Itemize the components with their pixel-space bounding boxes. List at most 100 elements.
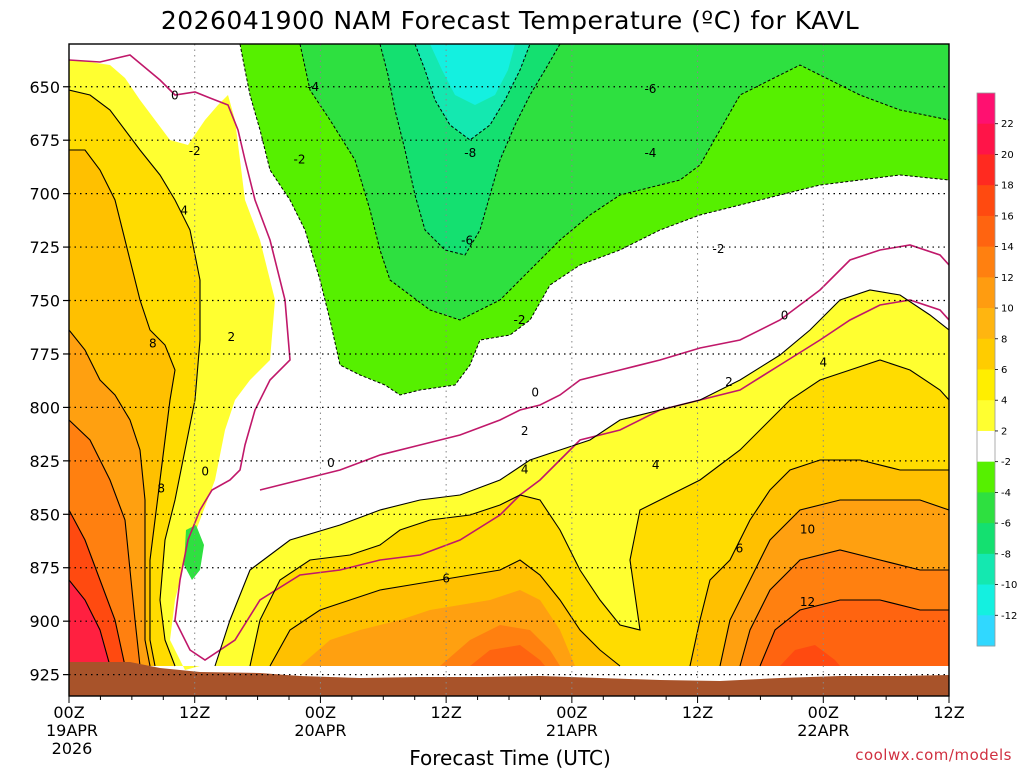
colorbar-label: -2 xyxy=(1001,457,1011,468)
y-tick-label: 725 xyxy=(29,238,60,257)
x-tick-label: 12Z xyxy=(933,703,964,722)
contour-label: 8 xyxy=(149,336,157,350)
colorbar-label: 10 xyxy=(1001,304,1014,315)
colorbar-label: 14 xyxy=(1001,242,1014,253)
x-tick-label: 12Z xyxy=(682,703,713,722)
colorbar-label: 20 xyxy=(1001,150,1014,161)
x-tick-label: 00Z xyxy=(808,703,839,722)
x-tick-label: 2026 xyxy=(52,739,93,758)
black-contours xyxy=(69,89,949,667)
colorbar-label: 22 xyxy=(1001,119,1014,130)
y-tick-label: 925 xyxy=(29,666,60,685)
contour-label: -8 xyxy=(464,146,476,160)
contour-label: 6 xyxy=(736,541,744,555)
colorbar-swatch xyxy=(977,584,995,616)
colorbar-swatch xyxy=(977,615,995,647)
colorbar-swatch xyxy=(977,185,995,217)
contour-label: -4 xyxy=(307,80,319,94)
dashed-contours xyxy=(239,44,949,396)
colorbar-label: -4 xyxy=(1001,488,1011,499)
y-tick-label: 850 xyxy=(29,505,60,524)
colorbar: 22 20 18 16 14 12 10 8 6 4 2 -2 -4 -6 -8 -10 -12 xyxy=(976,92,1017,647)
colorbar-label: 8 xyxy=(1001,334,1007,345)
contour-label: 0 xyxy=(531,385,539,399)
contour-label: -2 xyxy=(713,242,725,256)
colorbar-swatch xyxy=(977,277,995,309)
colorbar-swatch xyxy=(977,215,995,248)
contour-label: 0 xyxy=(171,88,179,102)
colorbar-swatch xyxy=(977,93,995,125)
contour-labels: 0 -2 4 2 8 0 8 -4 -2 -8 -6 -6 -4 -2 -2 0 0 0 2 2 4 4 4 6 6 10 12 xyxy=(149,80,827,609)
colorbar-label: 2 xyxy=(1001,426,1007,437)
contour-label: 12 xyxy=(800,595,815,609)
colorbar-swatch xyxy=(977,461,995,493)
contour-label: 0 xyxy=(201,465,209,479)
colorbar-swatch xyxy=(977,338,995,370)
contour-label: 2 xyxy=(228,330,236,344)
y-tick-label: 650 xyxy=(29,78,60,97)
colorbar-label: -12 xyxy=(1001,611,1017,622)
contour-label: -2 xyxy=(293,152,305,166)
contour-label: -6 xyxy=(644,82,656,96)
colorbar-label: 6 xyxy=(1001,365,1007,376)
colorbar-swatch xyxy=(977,369,995,401)
contour-label: 10 xyxy=(800,522,815,536)
colorbar-label: 18 xyxy=(1001,181,1014,192)
colorbar-label: -10 xyxy=(1001,580,1017,591)
zero-contour-lower xyxy=(259,244,949,491)
contour-label: -2 xyxy=(189,144,201,158)
terrain xyxy=(69,662,949,696)
x-tick-label: 00Z xyxy=(556,703,587,722)
y-tick-label: 750 xyxy=(29,292,60,311)
band-14-16-right xyxy=(780,645,840,666)
contour-label: 2 xyxy=(725,375,733,389)
colorbar-label: 16 xyxy=(1001,211,1014,222)
colorbar-swatch xyxy=(977,123,995,155)
colorbar-swatch xyxy=(977,492,995,524)
colorbar-label: 4 xyxy=(1001,396,1007,407)
x-tick-label: 19APR xyxy=(46,721,98,740)
contour-label: 0 xyxy=(327,456,335,470)
contour-label: -6 xyxy=(461,234,473,248)
chart-title: 2026041900 NAM Forecast Temperature (ºC)… xyxy=(161,6,859,35)
y-tick-label: 775 xyxy=(29,345,60,364)
band-m10-m12 xyxy=(430,44,515,105)
colorbar-label: -8 xyxy=(1001,549,1011,560)
contour-label: 4 xyxy=(180,204,188,218)
band-12-14-right xyxy=(470,600,949,666)
colorbar-label: 12 xyxy=(1001,273,1014,284)
gridlines xyxy=(69,44,949,696)
y-tick-label: 875 xyxy=(29,559,60,578)
x-tick-label: 00Z xyxy=(305,703,336,722)
credit-text: coolwx.com/models xyxy=(855,746,1012,764)
x-tick-label: 12Z xyxy=(430,703,461,722)
y-tick-label: 675 xyxy=(29,131,60,150)
contour-label: 8 xyxy=(157,482,165,496)
contour-label: 4 xyxy=(819,356,827,370)
contour-label: 4 xyxy=(521,462,529,476)
band-18-left xyxy=(69,580,110,666)
y-tick-label: 800 xyxy=(29,398,60,417)
x-tick-label: 00Z xyxy=(53,703,84,722)
x-tick-label: 21APR xyxy=(546,721,598,740)
x-tick-label: 22APR xyxy=(797,721,849,740)
plot-area xyxy=(69,44,949,696)
colorbar-swatch xyxy=(977,154,995,186)
contour-label: -2 xyxy=(513,313,525,327)
colorbar-swatch xyxy=(977,400,995,432)
y-tick-label: 825 xyxy=(29,452,60,471)
colorbar-swatch xyxy=(977,246,995,278)
colorbar-swatch xyxy=(977,523,995,555)
y-axis: 650 675 700 725 750 775 800 825 850 875 900 925 xyxy=(29,78,69,685)
x-tick-label: 12Z xyxy=(179,703,210,722)
x-tick-label: 20APR xyxy=(294,721,346,740)
colorbar-swatch xyxy=(977,553,995,586)
colorbar-label: -6 xyxy=(1001,519,1011,530)
y-tick-label: 900 xyxy=(29,612,60,631)
band-m6-m8 xyxy=(380,44,560,255)
colorbar-swatch xyxy=(977,430,995,463)
colorbar-swatch xyxy=(977,308,995,340)
contour-label: 0 xyxy=(781,308,789,322)
